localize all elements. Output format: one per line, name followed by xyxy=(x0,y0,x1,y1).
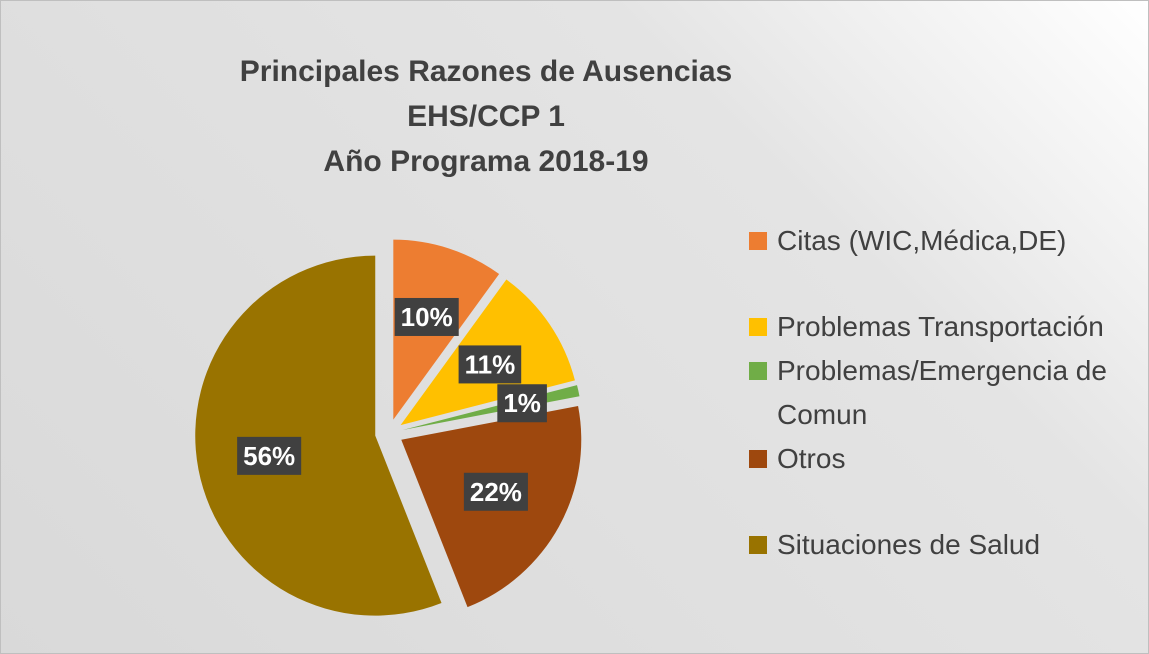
data-label-box xyxy=(458,345,522,384)
legend-swatch xyxy=(749,362,767,380)
legend-item: Otros xyxy=(749,437,1129,481)
data-label: 22% xyxy=(463,472,528,511)
legend-label: Problemas Transportación xyxy=(777,311,1104,342)
data-label: 10% xyxy=(394,297,459,336)
chart-title: EHS/CCP 1 xyxy=(407,100,565,133)
legend-item: Situaciones de Salud xyxy=(749,523,1129,567)
data-label-box xyxy=(463,472,528,511)
legend: Citas (WIC,Médica,DE) Problemas Transport… xyxy=(749,219,1129,567)
data-label-box xyxy=(497,384,547,423)
chart-title: Principales Razones de Ausencias xyxy=(240,55,732,88)
legend-label: Problemas/Emergencia de Comun xyxy=(777,355,1107,430)
legend-label: Situaciones de Salud xyxy=(777,529,1041,560)
legend-label: Citas (WIC,Médica,DE) xyxy=(777,225,1067,256)
data-label: 56% xyxy=(237,436,302,475)
data-label-text: 11% xyxy=(465,349,516,379)
data-label-text: 56% xyxy=(243,441,295,471)
legend-swatch xyxy=(749,232,767,250)
chart-title: Año Programa 2018-19 xyxy=(323,145,648,178)
legend-swatch xyxy=(749,318,767,336)
data-label-text: 22% xyxy=(470,477,522,507)
legend-item: Problemas Transportación xyxy=(749,305,1129,349)
legend-swatch xyxy=(749,536,767,554)
legend-item: Problemas/Emergencia de Comun xyxy=(749,349,1129,437)
data-label-box xyxy=(237,436,302,475)
data-label-box xyxy=(394,297,459,336)
legend-item: Citas (WIC,Médica,DE) xyxy=(749,219,1129,263)
data-label-text: 1% xyxy=(503,388,541,418)
legend-label: Otros xyxy=(777,443,846,474)
data-label: 1% xyxy=(497,384,547,423)
data-label-text: 10% xyxy=(401,302,453,332)
pie-slice xyxy=(195,255,442,616)
data-label: 11% xyxy=(458,345,522,384)
legend-swatch xyxy=(749,450,767,468)
